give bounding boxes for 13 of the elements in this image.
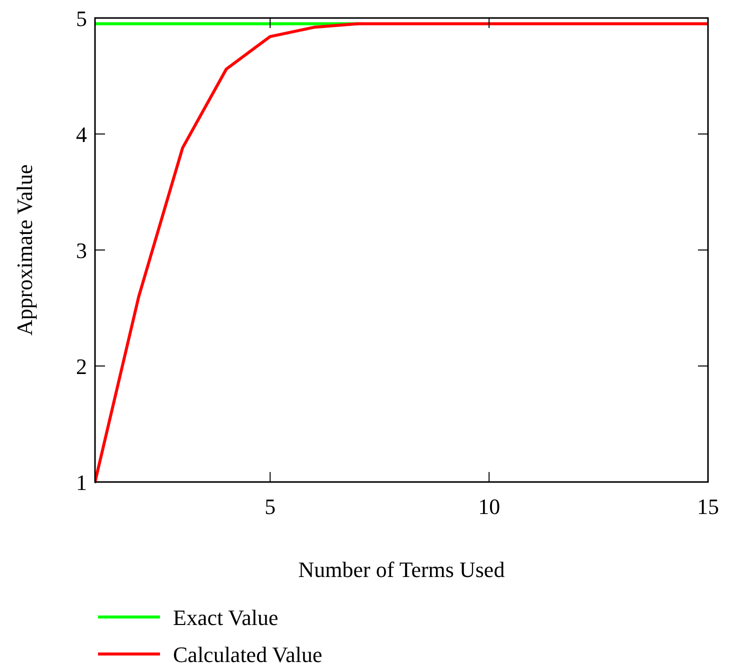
x-tick-label: 5 [264,494,276,519]
x-axis-title: Number of Terms Used [298,557,505,582]
x-tick-label: 10 [478,494,500,519]
line-series [95,22,708,484]
y-tick-label: 1 [76,470,87,495]
legend-label: Exact Value [173,605,278,630]
y-axis-title: Approximate Value [12,164,37,336]
y-tick-label: 4 [76,122,87,147]
y-tick-label: 2 [76,354,87,379]
y-tick-label: 3 [76,238,87,263]
legend-label: Calculated Value [173,642,322,667]
x-tick-label: 15 [697,494,719,519]
y-tick-label: 5 [76,6,87,31]
